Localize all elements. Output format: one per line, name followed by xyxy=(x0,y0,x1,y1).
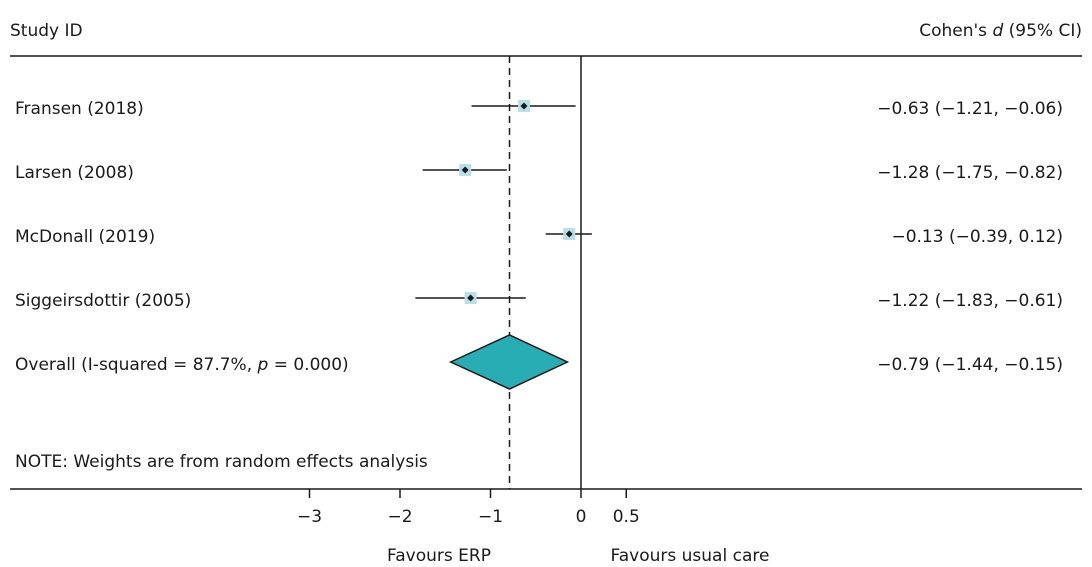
study-label: Larsen (2008) xyxy=(15,163,134,183)
study-id-header: Study ID xyxy=(10,21,83,41)
x-tick-label: −2 xyxy=(387,507,412,527)
study-ci-text: −0.63 (−1.21, −0.06) xyxy=(877,99,1063,119)
point-estimate xyxy=(565,230,573,238)
point-estimate xyxy=(461,166,469,174)
overall-diamond xyxy=(448,334,570,390)
favours-left-label: Favours ERP xyxy=(387,546,491,566)
study-ci-text: −1.22 (−1.83, −0.61) xyxy=(877,291,1063,311)
favours-right-label: Favours usual care xyxy=(611,546,770,566)
effect-size-header: Cohen's d (95% CI) xyxy=(919,21,1082,41)
study-ci-text: −0.13 (−0.39, 0.12) xyxy=(891,227,1063,247)
point-estimate xyxy=(467,294,475,302)
study-label: Siggeirsdottir (2005) xyxy=(15,291,191,311)
study-ci-text: −1.28 (−1.75, −0.82) xyxy=(877,163,1063,183)
x-tick-label: −1 xyxy=(478,507,503,527)
weights-note: NOTE: Weights are from random effects an… xyxy=(15,452,428,472)
study-label: McDonall (2019) xyxy=(15,227,155,247)
x-tick-label: −3 xyxy=(297,507,322,527)
plot-area xyxy=(415,56,592,489)
x-tick-label: 0 xyxy=(576,507,587,527)
overall-label: Overall (I-squared = 87.7%, p = 0.000) xyxy=(15,355,349,375)
overall-ci-text: −0.79 (−1.44, −0.15) xyxy=(877,355,1063,375)
x-tick-label: 0.5 xyxy=(613,507,640,527)
point-estimate xyxy=(520,102,528,110)
study-label: Fransen (2018) xyxy=(15,99,144,119)
